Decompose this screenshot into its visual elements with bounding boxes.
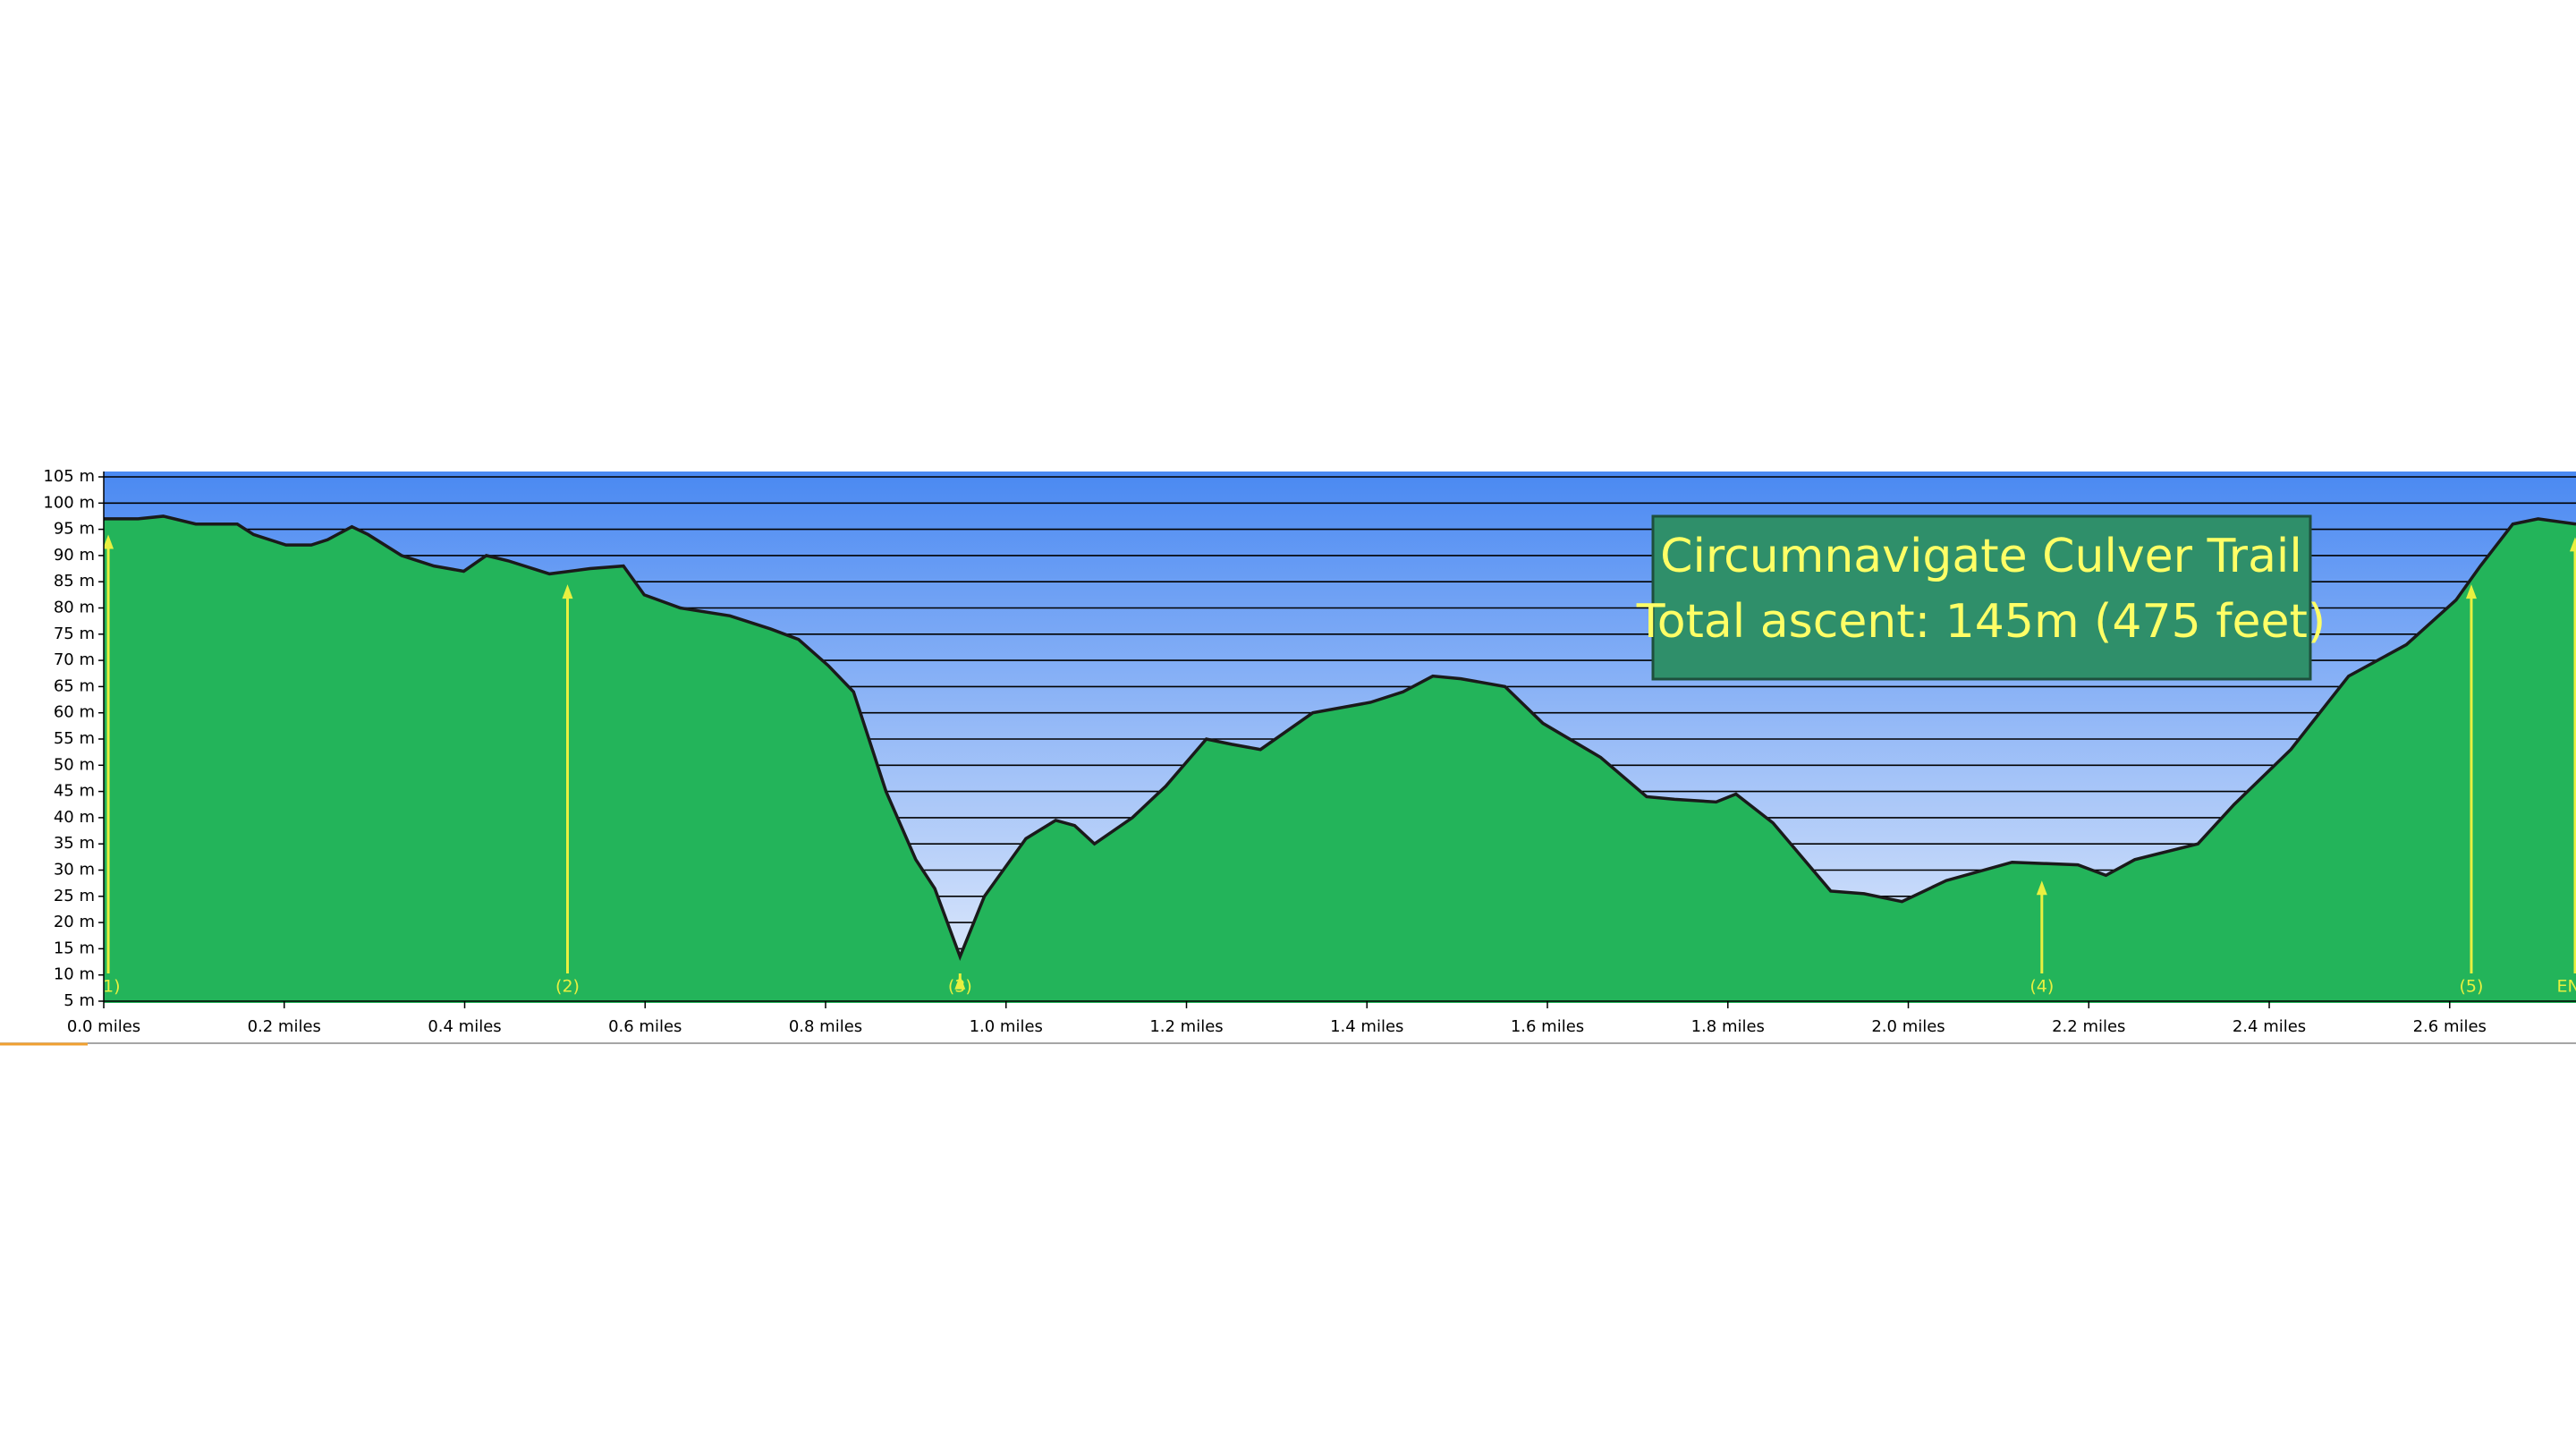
waypoint-label: (4) — [2029, 977, 2054, 997]
elevation-line — [104, 514, 2576, 962]
y-tick-label: 100 m — [43, 493, 95, 512]
y-tick-label: 30 m — [54, 861, 95, 879]
y-tick-label: 55 m — [54, 729, 95, 748]
x-tick-label: 1.0 miles — [970, 1017, 1043, 1036]
waypoint-arrowhead — [562, 584, 573, 599]
x-tick-label: 2.4 miles — [2233, 1017, 2306, 1036]
y-tick-label: 60 m — [54, 703, 95, 722]
waypoint-arrowhead — [104, 534, 114, 549]
waypoint-label: (1) — [97, 977, 121, 997]
x-tick-label: 0.4 miles — [428, 1017, 501, 1036]
y-tick-label: 45 m — [54, 782, 95, 801]
y-tick-label: 50 m — [54, 755, 95, 774]
axes: 5 m 10 m 15 m 20 m 25 m 30 m 35 m 40 m 45 m 50 m 5… — [43, 467, 2576, 1036]
x-tick-label: 1.2 miles — [1149, 1017, 1223, 1036]
title-box — [1651, 514, 2312, 681]
y-tick-label: 95 m — [54, 520, 95, 539]
waypoint-label: (5) — [2460, 977, 2484, 997]
y-tick-label: 80 m — [54, 599, 95, 617]
chart-title: Circumnavigate Culver Trail — [1660, 530, 2302, 583]
y-tick-label: 70 m — [54, 650, 95, 669]
y-tick-label: 105 m — [43, 467, 95, 486]
y-tick-label: 20 m — [54, 913, 95, 931]
y-tick-label: 40 m — [54, 808, 95, 827]
y-tick-label: 35 m — [54, 834, 95, 853]
y-tick-label: 25 m — [54, 887, 95, 905]
y-tick-label: 85 m — [54, 572, 95, 591]
waypoint-arrowhead — [954, 974, 966, 990]
waypoint-label: (2) — [555, 977, 580, 997]
elevation-area — [104, 515, 2576, 1003]
x-tick-label: 1.4 miles — [1330, 1017, 1403, 1036]
waypoint-arrowhead — [2569, 537, 2576, 552]
waypoint-label: (3) — [948, 977, 972, 997]
plot: (1) (2) (3) (4) (5) END — [97, 514, 2576, 1003]
x-tick-label: 1.6 miles — [1511, 1017, 1584, 1036]
x-tick-label: 2.0 miles — [1871, 1017, 1945, 1036]
x-tick-label: 0.6 miles — [608, 1017, 682, 1036]
x-tick-label: 0.2 miles — [248, 1017, 321, 1036]
y-tick-label: 15 m — [54, 939, 95, 957]
waypoint-label: END — [2557, 977, 2576, 997]
y-tick-label: 5 m — [64, 991, 95, 1010]
x-tick-label: 2.2 miles — [2052, 1017, 2125, 1036]
x-tick-label: 2.6 miles — [2413, 1017, 2487, 1036]
chart-subtitle: Total ascent: 145m (475 feet) — [1636, 595, 2326, 649]
y-tick-label: 10 m — [54, 965, 95, 984]
x-tick-label: 0.8 miles — [789, 1017, 862, 1036]
y-tick-label: 75 m — [54, 625, 95, 643]
y-tick-label: 65 m — [54, 676, 95, 695]
y-tick-label: 90 m — [54, 546, 95, 565]
x-tick-label: 0.0 miles — [67, 1017, 140, 1036]
waypoint-arrowhead — [2465, 584, 2477, 599]
x-tick-label: 1.8 miles — [1691, 1017, 1765, 1036]
waypoint-arrowhead — [2036, 880, 2047, 896]
